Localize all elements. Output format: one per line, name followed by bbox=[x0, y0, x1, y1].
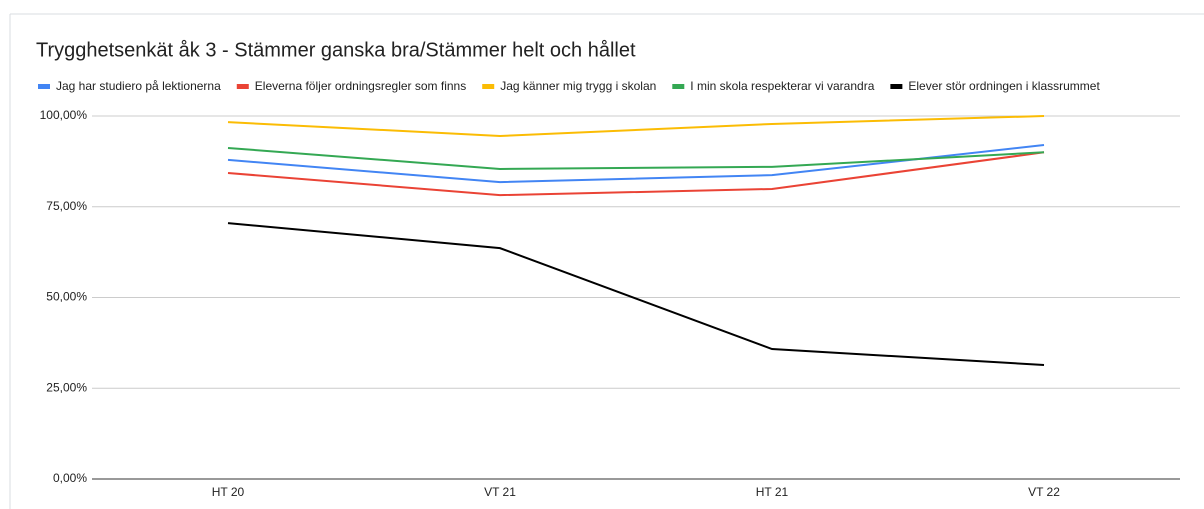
legend-label: Elever stör ordningen i klassrummet bbox=[908, 79, 1100, 93]
y-tick-label: 50,00% bbox=[46, 290, 87, 304]
x-tick-label: VT 22 bbox=[1028, 485, 1060, 499]
legend-swatch bbox=[482, 84, 495, 89]
y-tick-label: 25,00% bbox=[46, 380, 87, 394]
series-line bbox=[227, 151, 1045, 197]
x-tick-label: VT 21 bbox=[484, 485, 516, 499]
legend-label: I min skola respekterar vi varandra bbox=[690, 79, 874, 93]
legend-swatch bbox=[672, 84, 685, 89]
x-tick-label: HT 21 bbox=[756, 485, 789, 499]
legend-label: Eleverna följer ordningsregler som finns bbox=[255, 79, 466, 93]
x-tick-label: HT 20 bbox=[212, 485, 245, 499]
series-line bbox=[227, 144, 1045, 184]
legend-swatch bbox=[236, 84, 249, 89]
legend-label: Jag har studiero på lektionerna bbox=[56, 79, 221, 93]
series-line bbox=[227, 222, 1045, 367]
y-tick-label: 0,00% bbox=[53, 471, 87, 485]
legend-swatch bbox=[38, 84, 50, 89]
legend-swatch bbox=[890, 84, 903, 89]
series-line bbox=[227, 115, 1045, 137]
series-line bbox=[227, 146, 1045, 170]
chart-title: Trygghetsenkät åk 3 - Stämmer ganska bra… bbox=[36, 39, 636, 61]
legend-label: Jag känner mig trygg i skolan bbox=[500, 79, 656, 93]
y-tick-label: 75,00% bbox=[46, 199, 87, 213]
y-tick-label: 100,00% bbox=[40, 108, 88, 122]
